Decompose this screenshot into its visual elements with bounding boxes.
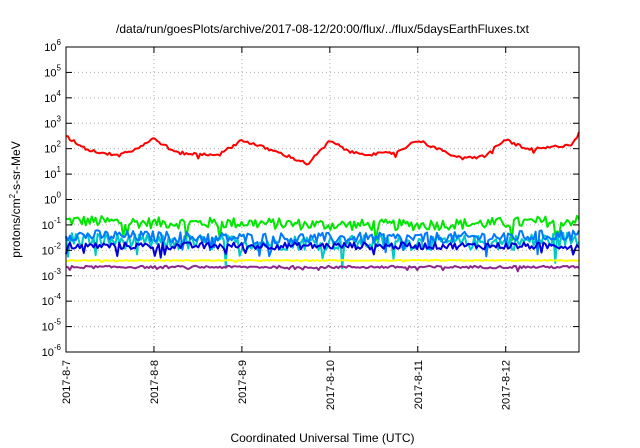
data-series <box>65 131 580 273</box>
y-tick-label: 104 <box>44 89 61 105</box>
y-tick-label: 10-6 <box>42 343 62 359</box>
y-axis-label: protons/cm2-s-sr-MeV <box>8 141 23 257</box>
y-tick-label: 103 <box>44 114 61 130</box>
y-tick-label: 101 <box>44 165 61 181</box>
x-tick-label: 2017-8-10 <box>325 360 337 410</box>
y-tick-label: 10-4 <box>42 292 62 308</box>
y-tick-label: 106 <box>44 38 61 54</box>
y-tick-label: 10-2 <box>42 241 62 257</box>
series-line <box>65 258 580 264</box>
series-line <box>66 131 580 166</box>
x-tick-label: 2017-8-9 <box>237 360 249 404</box>
series-line <box>65 231 580 270</box>
series-line <box>65 214 580 242</box>
grid-lines <box>65 46 579 353</box>
x-axis-label: Coordinated Universal Time (UTC) <box>230 431 414 445</box>
series-line <box>65 241 580 259</box>
y-tick-label: 100 <box>44 191 61 207</box>
series-line <box>65 264 580 273</box>
y-tick-label: 10-3 <box>42 267 62 283</box>
chart-title: /data/run/goesPlots/archive/2017-08-12/2… <box>116 22 530 36</box>
series-line <box>65 229 580 258</box>
y-tick-label: 105 <box>44 63 61 79</box>
x-tick-label: 2017-8-7 <box>61 360 73 404</box>
x-tick-label: 2017-8-8 <box>149 360 161 404</box>
x-tick-label: 2017-8-11 <box>413 360 425 409</box>
y-tick-label: 10-1 <box>42 216 62 232</box>
axis-ticks: 10-6 10-5 10-4 10-3 10-2 10-1 100 101 102 103 104 1… <box>42 38 579 410</box>
x-tick-label: 2017-8-12 <box>501 360 513 410</box>
y-tick-label: 102 <box>44 140 61 156</box>
y-tick-label: 10-5 <box>42 318 62 334</box>
